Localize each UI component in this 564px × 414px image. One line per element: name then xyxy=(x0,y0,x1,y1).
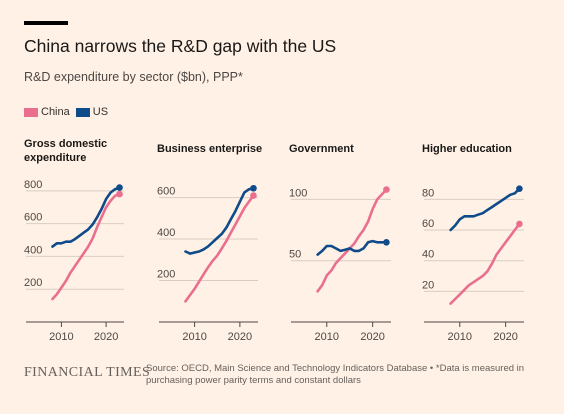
panel-4-x-tick-label: 2010 xyxy=(448,331,472,343)
panel-3-y-tick-label: 100 xyxy=(289,187,307,199)
panel-2-x-tick-label: 2020 xyxy=(228,331,252,343)
panel-1-x-tick-label: 2020 xyxy=(94,331,118,343)
panel-3-line-us xyxy=(316,239,388,256)
panel-2-title-line: Business enterprise xyxy=(157,143,262,155)
panel-3-y-tick-label: 50 xyxy=(289,249,301,261)
panel-2-title: Business enterprise xyxy=(157,143,262,155)
panel-3-end-dot-us xyxy=(383,239,390,246)
panel-3-x-tick-label: 2010 xyxy=(315,331,339,343)
panel-2-y-tick-label: 400 xyxy=(157,227,175,239)
panel-2-line-china xyxy=(184,194,255,303)
panel-4-title-line: Higher education xyxy=(422,143,512,155)
source-note: Source: OECD, Main Science and Technolog… xyxy=(146,363,525,386)
panel-4-y-tick-label: 80 xyxy=(422,187,434,199)
panel-1-y-tick-label: 400 xyxy=(24,244,42,256)
panel-1-y-tick-label: 200 xyxy=(24,277,42,289)
panel-1-x-tick-label: 2010 xyxy=(49,331,73,343)
panel-4-x-tick-label: 2020 xyxy=(493,331,517,343)
panel-1-line-china xyxy=(51,192,121,301)
panel-1-title-line: expenditure xyxy=(24,152,86,164)
panel-3-line-china xyxy=(316,188,388,293)
chart-subtitle: R&D expenditure by sector ($bn), PPP* xyxy=(24,70,243,84)
legend-swatch-china xyxy=(24,107,38,117)
panel-4-line-china xyxy=(449,222,521,305)
panel-4-line-us xyxy=(449,187,521,232)
panel-2-y-tick-label: 200 xyxy=(157,269,175,281)
panel-3-end-dot-china xyxy=(383,186,390,193)
panel-3-title-line: Government xyxy=(289,143,354,155)
panel-1-title-line: Gross domestic xyxy=(24,138,107,150)
panel-1-y-tick-label: 600 xyxy=(24,212,42,224)
panel-2-end-dot-us xyxy=(250,184,257,192)
panel-2-end-dot-china xyxy=(250,192,257,199)
ft-logo: FINANCIAL TIMES xyxy=(24,365,151,380)
legend-item-us: US xyxy=(75,106,109,118)
top-rule xyxy=(24,21,68,25)
chart-title: China narrows the R&D gap with the US xyxy=(24,36,337,56)
panel-4-end-dot-us xyxy=(516,185,523,192)
panel-3-title: Government xyxy=(289,143,354,155)
legend-item-china: China xyxy=(24,106,70,118)
panel-1-end-dot-china xyxy=(116,190,123,198)
panel-1-title: Gross domestic expenditure xyxy=(24,138,107,164)
legend-label-china: China xyxy=(41,106,70,118)
panel-4-y-tick-label: 40 xyxy=(422,249,434,261)
panel-2-line-us xyxy=(184,187,255,255)
panel-4-y-tick-label: 20 xyxy=(422,279,434,291)
panel-1-line-us xyxy=(51,186,121,248)
panel-2-x-tick-label: 2010 xyxy=(182,331,206,343)
panel-4-end-dot-china xyxy=(516,220,523,228)
panel-1-y-tick-label: 800 xyxy=(24,179,42,191)
legend-swatch-us xyxy=(75,107,90,117)
panel-3-x-tick-label: 2020 xyxy=(360,331,384,343)
legend-label-us: US xyxy=(92,106,109,118)
panel-2-y-tick-label: 600 xyxy=(157,186,175,198)
panel-4-y-tick-label: 60 xyxy=(422,218,434,230)
panel-4-title: Higher education xyxy=(422,143,512,155)
legend: China US xyxy=(24,106,114,118)
panel-1-end-dot-us xyxy=(116,184,123,191)
